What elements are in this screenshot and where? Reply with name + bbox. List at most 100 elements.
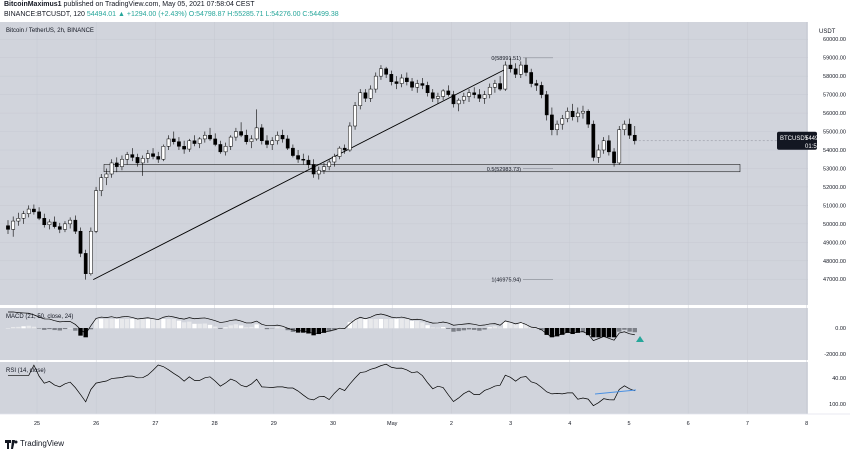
price-tick-label: 56000.00 [823, 111, 846, 117]
macd-histogram-bar [601, 328, 606, 338]
candle-body [550, 114, 554, 130]
candle-body [467, 92, 471, 97]
support-zone [103, 164, 741, 173]
candle-body [373, 75, 378, 90]
macd-histogram-bar [16, 326, 21, 329]
candle-body [384, 68, 388, 75]
candle-body [596, 149, 601, 158]
price-tick-label: 53000.00 [823, 166, 846, 172]
candle-body [472, 92, 477, 95]
candle-body [32, 208, 36, 213]
rsi-tick-label: 100.00 [829, 402, 846, 408]
candle-body [348, 125, 352, 151]
candle-body [337, 147, 342, 157]
macd-histogram-bar [181, 322, 187, 329]
macd-histogram-bar [88, 328, 94, 330]
candle-body [327, 161, 332, 167]
candle-body [146, 153, 150, 159]
macd-histogram-bar [570, 328, 575, 335]
macd-histogram-bar [554, 328, 560, 337]
candle-body [197, 138, 202, 144]
last-price-badge: BTCUSDT 54499.38 01:58 [777, 131, 831, 150]
macd-histogram-bar [52, 328, 57, 331]
tradingview-logo-icon[interactable] [4, 438, 18, 450]
candle-body [16, 218, 21, 222]
candle-body [617, 129, 622, 164]
macd-histogram-bar [565, 328, 570, 333]
symbol-line: BINANCE:BTCUSDT, 120 54494.01 ▲ +1294.00… [4, 11, 339, 18]
candle-body [228, 136, 233, 147]
macd-histogram-bar [451, 328, 456, 332]
chart-header: BitcoinMaximus1 published on TradingView… [0, 0, 850, 22]
macd-histogram-bar [197, 323, 202, 329]
candle-body [285, 138, 290, 149]
macd-histogram-bar [446, 328, 451, 329]
tradingview-brand[interactable]: TradingView [20, 439, 65, 448]
candle-body [280, 134, 285, 140]
price-axis-bg[interactable] [808, 22, 850, 414]
price-chart[interactable]: 0(58991.51) 0.5(52983.73) 1(46975.94) 6000… [0, 22, 850, 435]
chart-area[interactable]: 0(58991.51) 0.5(52983.73) 1(46975.94) 6000… [0, 22, 850, 435]
macd-histogram-bar [192, 323, 197, 329]
macd-histogram-bar [42, 328, 47, 330]
candle-body [78, 230, 83, 254]
macd-histogram-bar [202, 323, 208, 329]
candle-body [627, 123, 632, 136]
macd-histogram-bar [150, 319, 156, 329]
candle-body [234, 131, 238, 138]
macd-histogram-bar [295, 328, 301, 333]
time-tick-label: 26 [93, 421, 99, 427]
candle-body [311, 164, 316, 175]
time-tick-label: 30 [330, 421, 336, 427]
macd-histogram-bar [78, 328, 83, 336]
candle-body [182, 146, 186, 150]
candle-body [89, 230, 93, 274]
footer: TradingView [0, 435, 850, 453]
price-tick-label: 55000.00 [823, 130, 846, 136]
fib-top-label: 0(58991.51) [491, 56, 521, 62]
macd-histogram-bar [409, 320, 415, 329]
candle-body [493, 83, 497, 88]
bullish-divergence-line [594, 389, 637, 395]
macd-histogram-bar [218, 328, 223, 329]
author-name[interactable]: BitcoinMaximus1 [4, 1, 62, 8]
candle-body [482, 94, 487, 99]
macd-histogram-bar [477, 328, 482, 331]
candle-body [487, 86, 492, 95]
candle-body [192, 140, 197, 144]
candle-body [632, 134, 637, 142]
axes: 60000.00 59000.00 58000.00 57000.00 56000.00… [0, 37, 850, 427]
price-tick-label: 49000.00 [823, 240, 846, 246]
time-tick-label: 25 [34, 421, 40, 427]
candle-body [322, 166, 326, 171]
candle-body [11, 220, 16, 230]
macd-tick-label: -2000.00 [824, 352, 846, 358]
macd-histogram-bar [591, 328, 596, 338]
macd-histogram-bar [523, 324, 529, 329]
candle-series [6, 57, 808, 280]
candle-body [518, 64, 523, 75]
macd-histogram-bar [466, 328, 472, 330]
candle-body [177, 141, 181, 147]
candle-body [37, 211, 41, 219]
candle-body [296, 155, 300, 160]
candle-body [363, 92, 368, 99]
macd-histogram-bar [109, 319, 114, 329]
candle-body [358, 92, 363, 106]
macd-histogram-bar [420, 322, 425, 329]
fib-mid-label: 0.5(52983.73) [487, 167, 521, 173]
macd-histogram-bar [73, 328, 78, 331]
candle-body [425, 85, 430, 94]
macd-histogram-bar [378, 319, 384, 329]
macd-histogram-bar [316, 328, 321, 335]
macd-histogram-bar [389, 319, 394, 329]
candle-body [342, 147, 347, 151]
macd-histogram-bar [368, 319, 373, 329]
candle-body [120, 158, 124, 167]
price-pane [0, 22, 808, 305]
fib-levels: 0(58991.51) 0.5(52983.73) 1(46975.94) [93, 56, 741, 284]
macd-histogram-bar [472, 328, 477, 330]
macd-histogram-bar [503, 321, 508, 329]
macd-histogram-bar [31, 326, 37, 329]
candle-body [353, 105, 357, 127]
